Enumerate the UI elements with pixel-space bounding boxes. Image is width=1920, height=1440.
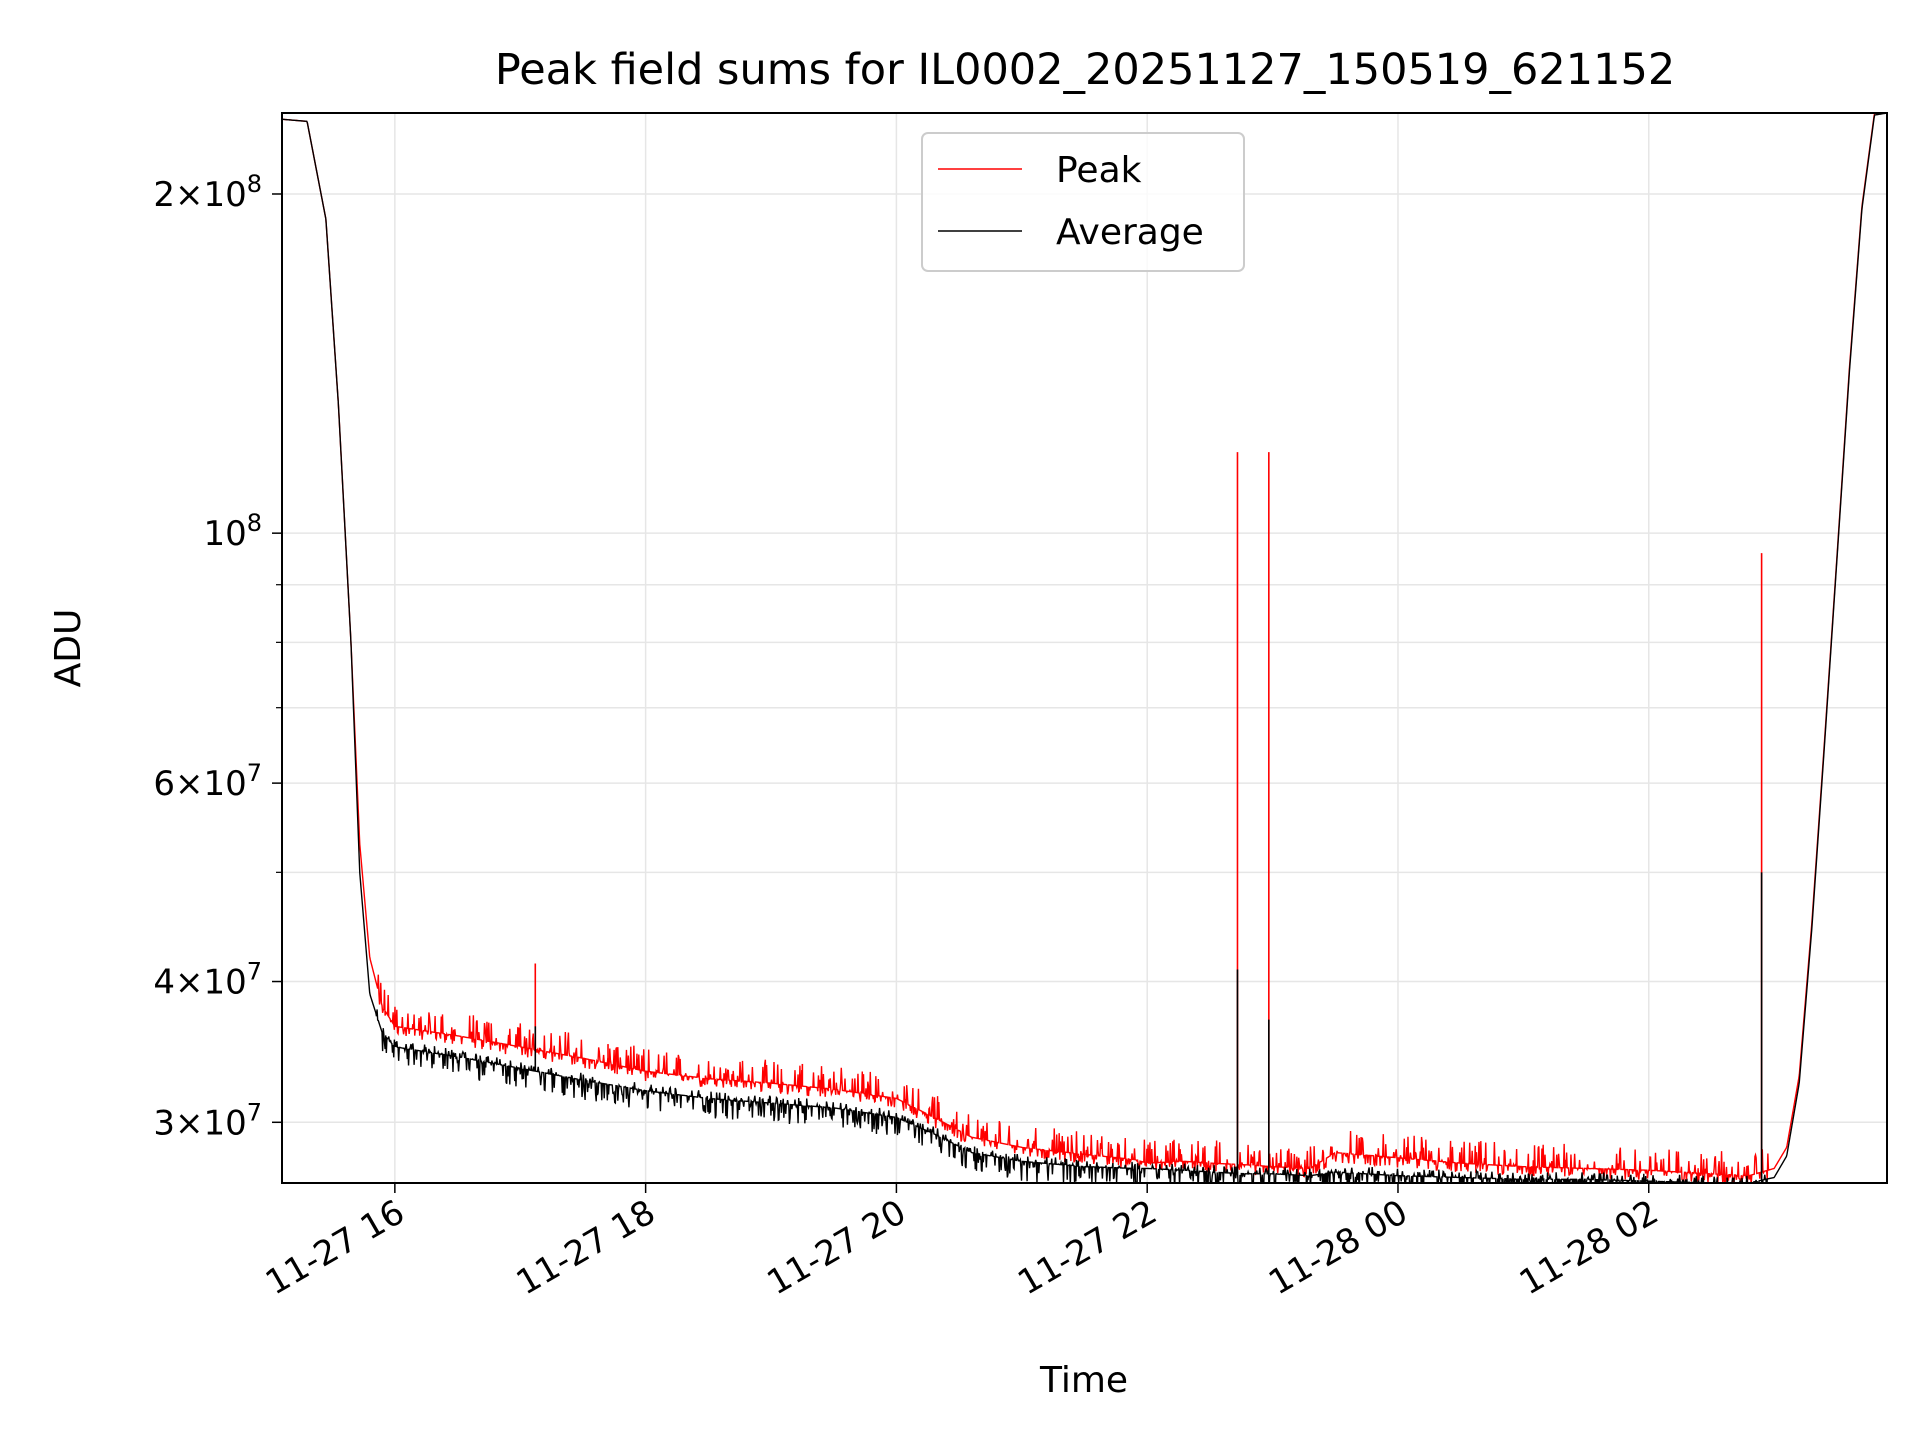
y-tick-label: 108 xyxy=(203,509,262,554)
series-line-peak xyxy=(282,113,1887,1183)
legend: Peak Average xyxy=(921,132,1245,272)
legend-box xyxy=(921,132,1245,272)
y-axis-label: ADU xyxy=(48,609,89,688)
plot-frame xyxy=(281,112,1888,1184)
y-tick-label: 6×107 xyxy=(153,759,262,804)
chart-title: Peak field sums for IL0002_20251127_1505… xyxy=(495,45,1675,95)
legend-label-average: Average xyxy=(1056,212,1204,253)
y-tick-label: 2×108 xyxy=(153,170,262,215)
y-tick-label: 4×107 xyxy=(153,958,262,1003)
y-tick-label: 3×107 xyxy=(153,1098,262,1143)
legend-label-peak: Peak xyxy=(1056,150,1142,191)
x-axis-label: Time xyxy=(1039,1360,1128,1401)
series-line-average xyxy=(282,113,1887,1183)
series-layer xyxy=(282,113,1887,1183)
